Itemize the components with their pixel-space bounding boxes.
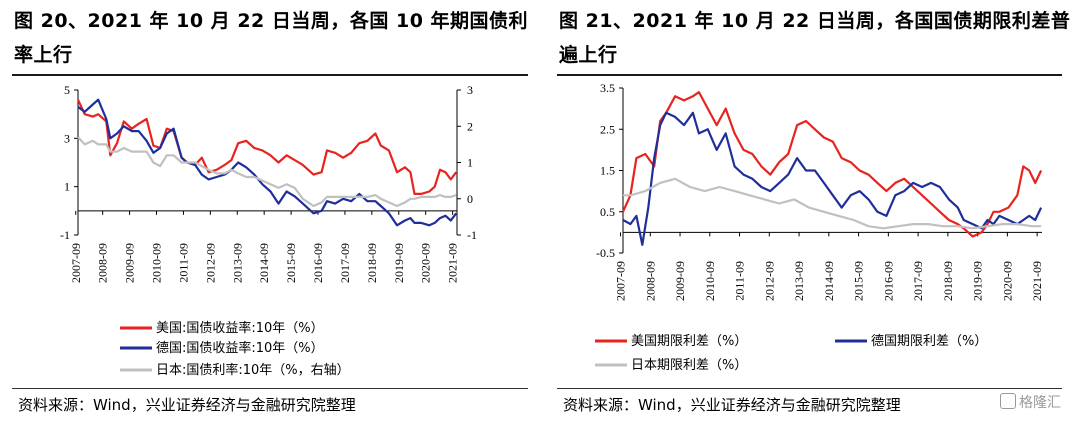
x-tick-label: 2018-09 (941, 261, 955, 301)
title-divider (12, 74, 528, 76)
figure-21-panel: 图 21、2021 年 10 月 22 日当周，各国国债期限利差普遍上行 -0.… (545, 0, 1080, 425)
figure-20-title: 图 20、2021 年 10 月 22 日当周，各国 10 年期国债利率上行 (14, 10, 529, 66)
chart-term-spreads: -0.5 0.5 1.5 2.5 3.5 2007-09 2008-09 2009-09 201… (595, 81, 1044, 373)
y-tick-label: 5 (64, 83, 70, 97)
title-divider (557, 74, 1062, 76)
x-tick-label: 2007-09 (69, 243, 83, 283)
legend-label-2: 日本期限利差（%） (631, 358, 747, 373)
x-tick-label: 2009-09 (673, 261, 687, 301)
y-tick-label: 1 (64, 180, 70, 194)
x-tick-label: 2011-09 (733, 261, 747, 301)
x-tick-label: 2007-09 (614, 261, 628, 301)
y-right-tick-label: -1 (467, 228, 477, 242)
figure-20-panel: 图 20、2021 年 10 月 22 日当周，各国 10 年期国债利率上行 -… (12, 10, 529, 414)
source-divider (12, 388, 528, 389)
y-tick-label: 3.5 (600, 81, 615, 95)
series-line-1 (77, 98, 458, 227)
series-line-1 (622, 111, 1043, 246)
y-right-tick-label: 0 (467, 192, 473, 206)
x-tick-label: 2012-09 (762, 261, 776, 301)
x-tick-label: 2019-09 (392, 243, 406, 283)
x-tick-label: 2012-09 (203, 243, 217, 283)
x-tick-label: 2014-09 (822, 261, 836, 301)
x-tick-label: 2018-09 (365, 243, 379, 283)
y-right-tick-label: 1 (467, 156, 473, 170)
source-divider (557, 388, 1062, 389)
watermark: 格隆汇 (1000, 392, 1061, 412)
legend-label-1: 德国期限利差（%） (871, 334, 987, 349)
x-tick-label: 2013-09 (792, 261, 806, 301)
y-right-tick-label: 3 (467, 83, 473, 97)
x-tick-label: 2019-09 (971, 261, 985, 301)
y-tick-label: 2.5 (600, 122, 615, 136)
source-note: 资料来源：Wind，兴业证券经济与金融研究院整理 (18, 396, 356, 414)
series-line-0 (621, 91, 1043, 238)
legend-label-0: 美国:国债收益率:10年（%） (156, 320, 324, 336)
x-tick-label: 2011-09 (176, 243, 190, 283)
x-tick-label: 2016-09 (881, 261, 895, 301)
series-line-0 (77, 99, 458, 196)
y-tick-label: 3 (64, 131, 70, 145)
watermark-icon (1000, 393, 1016, 409)
x-tick-label: 2015-09 (284, 243, 298, 283)
y-tick-label: -0.5 (596, 246, 615, 260)
y-tick-label: 1.5 (600, 164, 615, 178)
figure-21-title: 图 21、2021 年 10 月 22 日当周，各国国债期限利差普遍上行 (559, 10, 1071, 66)
x-tick-label: 2020-09 (1000, 261, 1014, 301)
y-tick-label: 0.5 (600, 205, 615, 219)
x-tick-label: 2015-09 (852, 261, 866, 301)
source-note: 资料来源：Wind，兴业证券经济与金融研究院整理 (563, 396, 901, 414)
series-line-2 (77, 136, 457, 208)
legend-label-1: 德国:国债收益率:10年（%） (156, 340, 324, 356)
x-tick-label: 2008-09 (643, 261, 657, 301)
x-tick-label: 2021-09 (446, 243, 460, 283)
x-tick-label: 2010-09 (150, 243, 164, 283)
x-tick-label: 2020-09 (419, 243, 433, 283)
x-tick-label: 2021-09 (1030, 261, 1044, 301)
x-tick-label: 2017-09 (338, 243, 352, 283)
x-tick-label: 2013-09 (230, 243, 244, 283)
y-tick-label: -1 (60, 228, 70, 242)
x-tick-label: 2010-09 (703, 261, 717, 301)
y-right-tick-label: 2 (467, 119, 473, 133)
x-tick-label: 2016-09 (311, 243, 325, 283)
legend-label-2: 日本:国债利率:10年（%，右轴） (156, 362, 350, 378)
x-tick-label: 2009-09 (123, 243, 137, 283)
x-tick-label: 2014-09 (257, 243, 271, 283)
x-tick-label: 2017-09 (911, 261, 925, 301)
legend-label-0: 美国期限利差（%） (631, 334, 747, 349)
series-line-2 (623, 177, 1042, 230)
x-tick-label: 2008-09 (96, 243, 110, 283)
chart-10y-yields: -1 1 3 5 -1 0 1 2 3 2007-09 2008-09 2009-09 2010-09 2… (60, 83, 477, 378)
